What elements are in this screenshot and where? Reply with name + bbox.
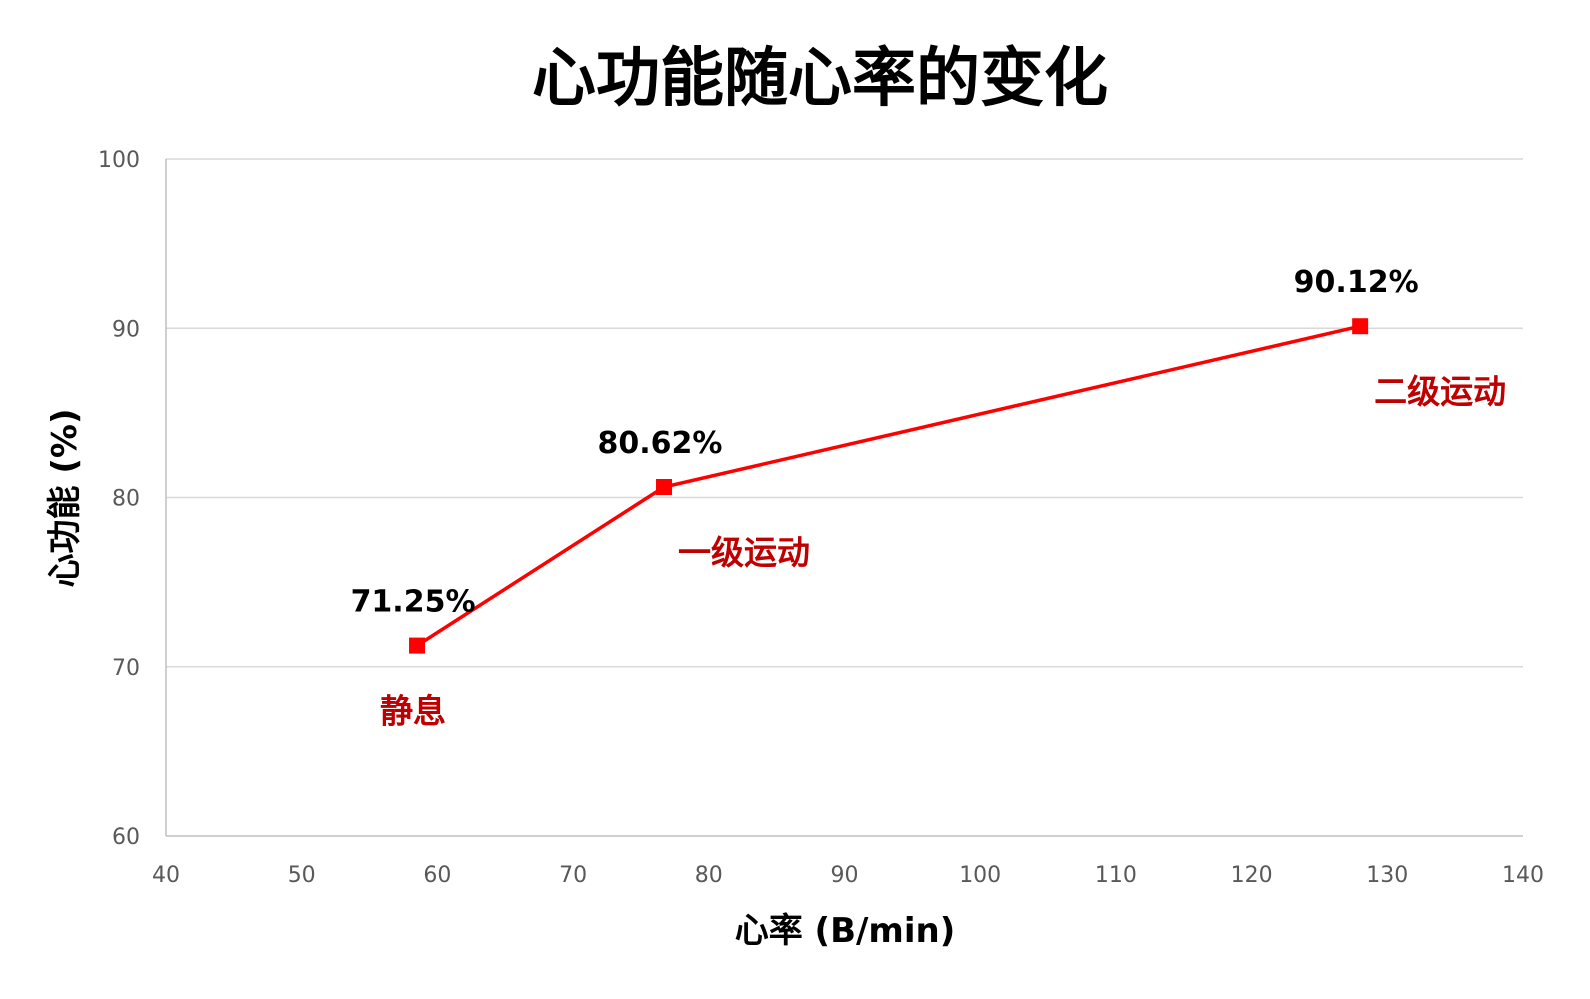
x-tick-label: 50 (288, 863, 316, 888)
data-value-label: 80.62% (598, 426, 723, 461)
data-point-marker (1352, 318, 1369, 335)
y-ticks: 60 70 80 90 100 (98, 148, 140, 850)
x-tick-label: 120 (1231, 863, 1273, 888)
x-tick-label: 60 (423, 863, 451, 888)
grid (166, 158, 1523, 668)
data-point-label: 静息 (380, 692, 446, 731)
x-axis-title: 心率 (B/min) (735, 911, 956, 951)
y-tick-label: 60 (112, 825, 140, 850)
series-line (416, 324, 1361, 648)
data-value-label: 90.12% (1294, 265, 1419, 300)
series: 71.25% 静息 80.62% 一级运动 90.12% 二级运动 (351, 265, 1507, 730)
x-tick-label: 110 (1095, 863, 1137, 888)
x-tick-label: 140 (1502, 863, 1544, 888)
x-tick-label: 90 (831, 863, 859, 888)
x-ticks: 40 50 60 70 80 90 100 110 120 130 140 (152, 863, 1544, 888)
x-tick-label: 80 (695, 863, 723, 888)
x-tick-label: 100 (959, 863, 1001, 888)
data-point-label: 二级运动 (1374, 372, 1506, 411)
data-point-marker (656, 479, 673, 496)
data-value-label: 71.25% (351, 585, 476, 620)
y-tick-label: 100 (98, 148, 140, 173)
x-tick-label: 40 (152, 863, 180, 888)
data-point-label: 一级运动 (678, 533, 810, 572)
x-tick-label: 70 (559, 863, 587, 888)
y-axis-title: 心功能 (%) (45, 409, 85, 588)
chart-title: 心功能随心率的变化 (532, 42, 1108, 116)
x-tick-label: 130 (1366, 863, 1408, 888)
y-tick-label: 90 (112, 317, 140, 342)
y-tick-label: 80 (112, 487, 140, 512)
y-tick-label: 70 (112, 656, 140, 681)
data-point-marker (409, 637, 426, 654)
